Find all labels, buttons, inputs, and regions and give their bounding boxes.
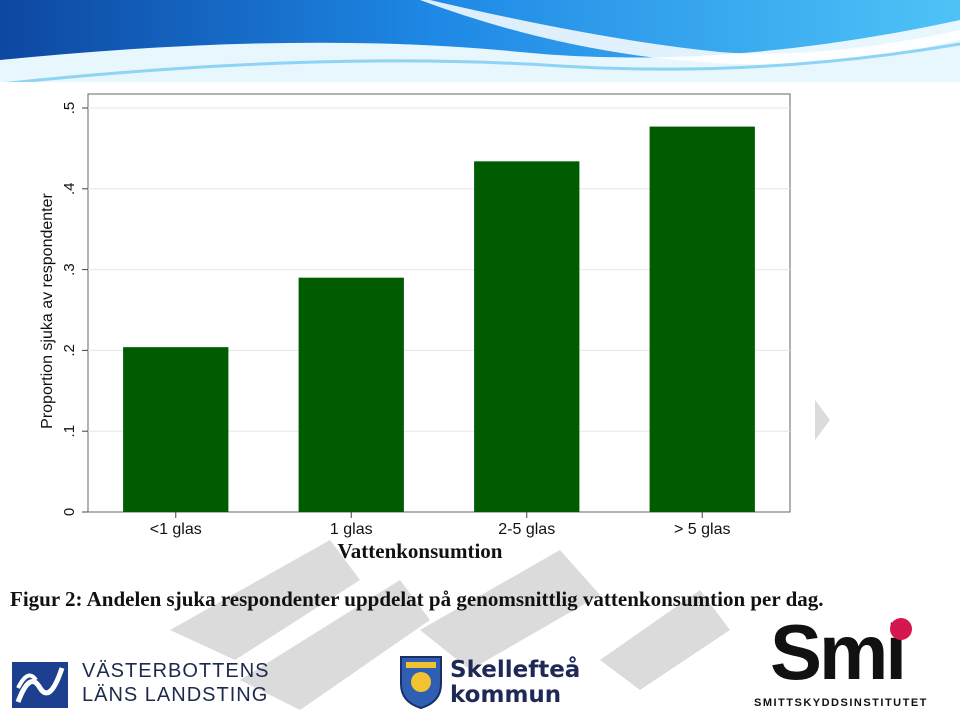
- background-watermark: [170, 400, 830, 710]
- vll-name-line-2: LÄNS LANDSTING: [82, 684, 269, 706]
- smi-logo: Smi SMITTSKYDDSINSTITUTET: [752, 610, 952, 716]
- vll-emblem-icon: [12, 662, 68, 708]
- bar-chart: 0 .1 .2 .3 .4 .5 <1 glas 1 glas 2-5 glas > 5 gla…: [39, 93, 791, 563]
- smi-wordmark: Smi: [770, 608, 907, 696]
- y-axis-label: Proportion sjuka av respondenter: [39, 192, 56, 428]
- y-tick-label: .1: [61, 425, 78, 438]
- bar: [649, 126, 755, 513]
- y-tick-label: .3: [61, 263, 78, 276]
- skelleftea-line-1: Skellefteå: [450, 657, 581, 683]
- bars: [123, 126, 755, 513]
- bar: [474, 161, 580, 512]
- vasterbottens-lans-landsting-logo: VÄSTERBOTTENS LÄNS LANDSTING: [10, 652, 270, 714]
- vll-name-line-1: VÄSTERBOTTENS: [82, 660, 270, 682]
- header-banner: [0, 0, 960, 90]
- skelleftea-kommun-logo: Skellefteå kommun: [392, 652, 581, 714]
- y-axis-ticks: 0 .1 .2 .3 .4 .5: [61, 102, 88, 516]
- bar: [298, 277, 404, 512]
- x-tick-label: <1 glas: [150, 521, 202, 538]
- x-axis-ticks: <1 glas 1 glas 2-5 glas > 5 glas: [150, 512, 730, 538]
- figure-caption: Figur 2: Andelen sjuka respondenter uppd…: [10, 587, 824, 611]
- smi-dot-icon: [890, 618, 912, 640]
- skelleftea-line-2: kommun: [450, 682, 562, 708]
- skelleftea-shield-icon: [400, 656, 442, 710]
- x-tick-label: > 5 glas: [674, 521, 730, 538]
- y-tick-label: .5: [61, 102, 78, 115]
- x-tick-label: 2-5 glas: [498, 521, 555, 538]
- bar: [123, 347, 229, 512]
- y-tick-label: 0: [61, 508, 78, 516]
- smi-subtitle: SMITTSKYDDSINSTITUTET: [754, 697, 928, 709]
- y-tick-label: .4: [61, 183, 78, 196]
- x-tick-label: 1 glas: [330, 521, 373, 538]
- y-tick-label: .2: [61, 344, 78, 357]
- x-axis-label: Vattenkonsumtion: [338, 539, 503, 563]
